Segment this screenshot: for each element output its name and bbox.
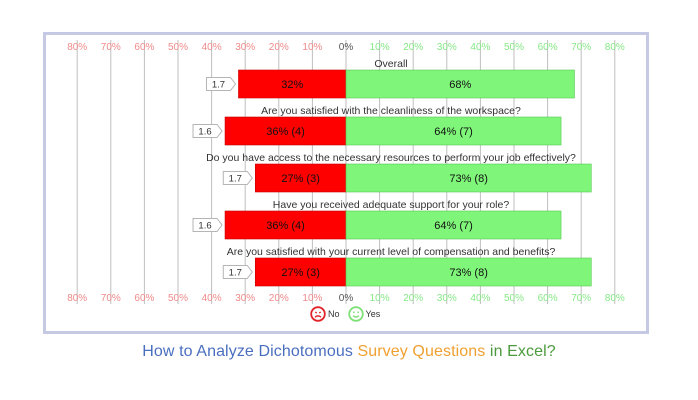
x-tick-label-top: 20% (269, 42, 289, 53)
x-tick-label-top: 60% (134, 42, 154, 53)
x-tick-label-top: 50% (504, 42, 524, 53)
legend-item-yes: Yes (347, 306, 381, 322)
category-label: Overall (374, 58, 407, 70)
x-tick-label-top: 20% (403, 42, 423, 53)
x-tick-label-bottom: 40% (202, 293, 222, 304)
data-label-yes: 64% (7) (434, 126, 473, 138)
category-label: Do you have access to the necessary reso… (206, 152, 576, 164)
data-label-no: 32% (281, 79, 303, 91)
x-tick-label-bottom: 30% (437, 293, 457, 304)
x-tick-label-bottom: 50% (168, 293, 188, 304)
bar-no (238, 69, 347, 99)
x-tick-label-bottom: 50% (504, 293, 524, 304)
x-tick-label-bottom: 70% (571, 293, 591, 304)
caption-part-1: How to Analyze Dichotomous (142, 343, 358, 360)
smile-face-icon (347, 306, 364, 322)
score-label: 1.6 (198, 221, 211, 232)
score-label: 1.6 (198, 127, 211, 138)
x-tick-label-top: 40% (202, 42, 222, 53)
x-tick-label-bottom: 20% (269, 293, 289, 304)
x-tick-label-bottom: 80% (605, 293, 625, 304)
legend-label-no: No (328, 309, 340, 319)
x-tick-label-top: 80% (67, 42, 87, 53)
category-label: Are you satisfied with your current leve… (227, 246, 556, 258)
bar-no (224, 116, 347, 146)
legend-label-yes: Yes (365, 309, 381, 319)
x-tick-label-top: 80% (605, 42, 625, 53)
top-tick-labels: 80% 70% 60% 50% 40% 30% 20% 10% 0% 10% 20% 30% 40% 50… (67, 42, 625, 53)
data-label-no: 36% (4) (266, 126, 305, 138)
x-tick-label-top: 10% (370, 42, 390, 53)
category-label: Have you received adequate support for y… (273, 199, 510, 211)
data-label-no: 36% (4) (266, 220, 305, 232)
bar-yes (345, 69, 575, 99)
x-tick-label-bottom: 20% (403, 293, 423, 304)
x-tick-label-top: 70% (571, 42, 591, 53)
data-label-no: 27% (3) (281, 173, 320, 185)
chart-legend: No Yes (310, 304, 384, 324)
data-label-yes: 64% (7) (434, 220, 473, 232)
frown-face-icon (310, 306, 326, 322)
x-tick-label-bottom: 80% (67, 293, 87, 304)
legend-item-no: No (310, 306, 340, 322)
bottom-tick-labels: 80% 70% 60% 50% 40% 30% 20% 10% 0% 10% 20% 30% 40% 50… (67, 293, 625, 304)
x-tick-label-bottom: 10% (302, 293, 322, 304)
x-tick-label-top: 30% (235, 42, 255, 53)
x-tick-label-bottom: 60% (134, 293, 154, 304)
x-tick-label-bottom: 30% (235, 293, 255, 304)
x-tick-label-bottom: 40% (470, 293, 490, 304)
x-tick-label-top: 40% (470, 42, 490, 53)
x-tick-label-top: 60% (538, 42, 558, 53)
score-label: 1.7 (229, 268, 242, 279)
x-tick-label-bottom: 70% (101, 293, 121, 304)
score-callout (192, 124, 223, 138)
bar-yes (345, 116, 562, 146)
caption-part-2: Survey Questions (357, 343, 486, 360)
bar-yes (345, 210, 562, 240)
bar-yes (345, 257, 592, 287)
data-label-yes: 73% (8) (449, 173, 488, 185)
score-callout (222, 171, 253, 185)
x-tick-label-bottom: 10% (370, 293, 390, 304)
x-tick-label-top: 10% (302, 42, 322, 53)
page-caption: How to Analyze Dichotomous Survey Questi… (0, 343, 698, 361)
data-label-no: 27% (3) (281, 267, 320, 279)
category-label: Are you satisfied with the cleanliness o… (261, 105, 521, 117)
x-tick-label-top: 70% (101, 42, 121, 53)
score-label: 1.7 (229, 174, 242, 185)
data-label-yes: 68% (449, 79, 471, 91)
score-callout (222, 265, 253, 279)
bar-yes (345, 163, 592, 193)
bar-layer: Overall 32% 68% 1.7 Are you satisfied with t… (192, 58, 592, 287)
score-callout (192, 218, 223, 232)
x-tick-label-bottom: 0% (339, 293, 354, 304)
score-label: 1.7 (212, 80, 225, 91)
bar-no (224, 210, 347, 240)
score-callout (205, 77, 237, 91)
x-tick-label-top: 50% (168, 42, 188, 53)
x-tick-label-top: 0% (339, 42, 354, 53)
caption-part-3: in Excel? (485, 343, 556, 360)
data-label-yes: 73% (8) (449, 267, 488, 279)
x-tick-label-bottom: 60% (538, 293, 558, 304)
x-tick-label-top: 30% (437, 42, 457, 53)
